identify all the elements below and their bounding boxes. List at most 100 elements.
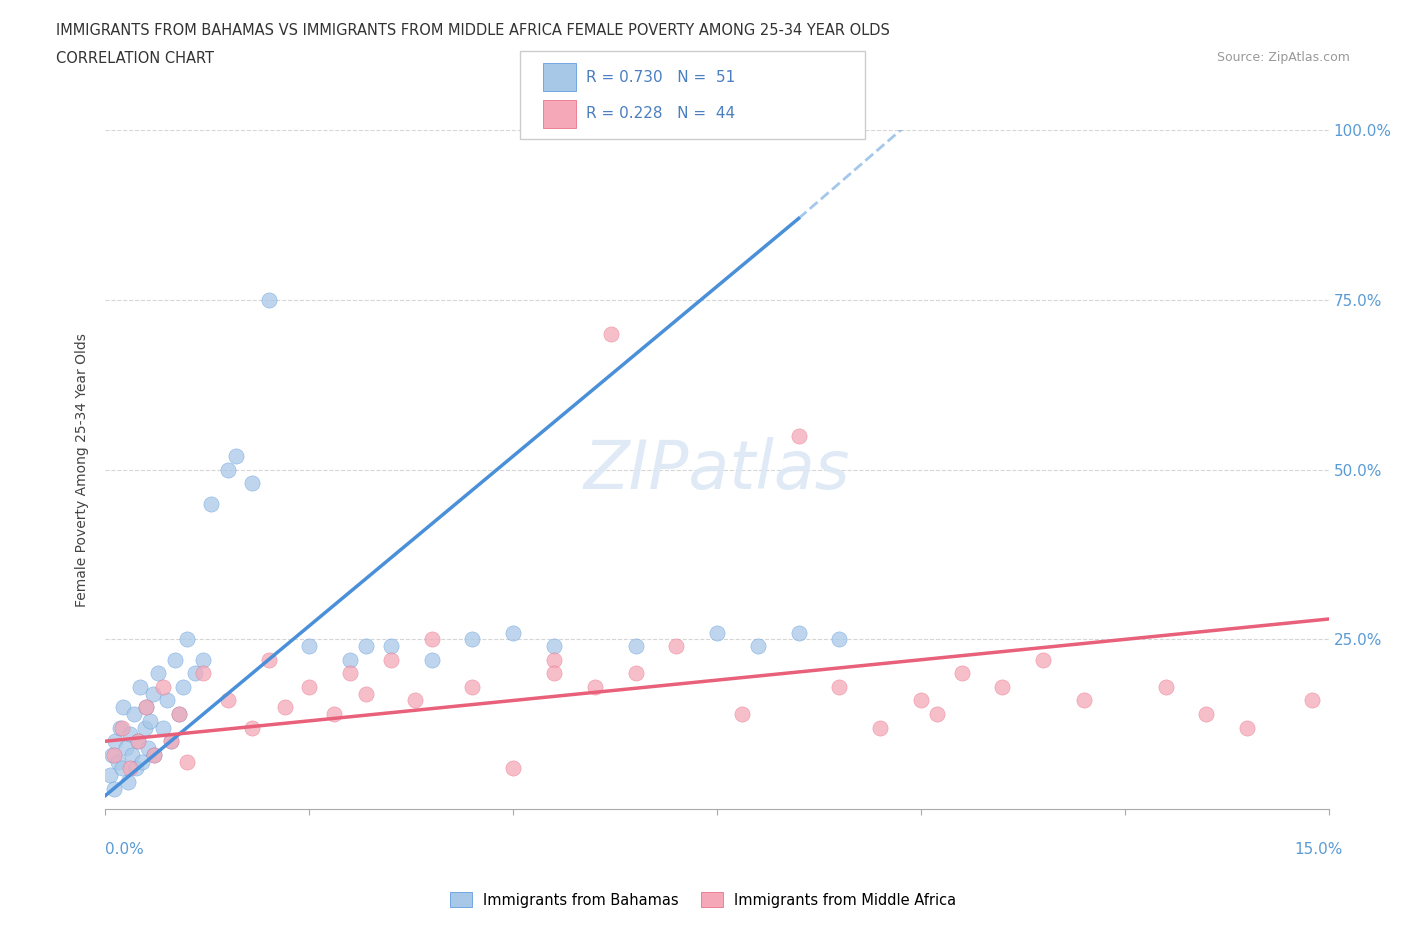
Point	[118, 761, 141, 776]
Text: CORRELATION CHART: CORRELATION CHART	[56, 51, 214, 66]
Point	[184, 666, 207, 681]
Text: R = 0.228   N =  44: R = 0.228 N = 44	[586, 106, 735, 121]
Point	[356, 639, 378, 654]
Point	[176, 632, 198, 647]
Point	[103, 748, 125, 763]
Point	[298, 680, 321, 695]
Point	[339, 666, 361, 681]
Point	[172, 680, 194, 695]
Point	[420, 652, 443, 667]
Point	[176, 754, 198, 769]
Point	[502, 625, 524, 640]
Point	[356, 686, 378, 701]
Text: 0.0%: 0.0%	[105, 842, 145, 857]
Point	[1073, 693, 1095, 708]
Point	[1301, 693, 1323, 708]
Point	[115, 740, 138, 755]
Point	[135, 699, 157, 714]
Point	[665, 639, 688, 654]
Text: ZIPatlas: ZIPatlas	[583, 437, 851, 502]
Point	[148, 666, 170, 681]
Point	[155, 693, 177, 708]
Point	[910, 693, 932, 708]
Text: Source: ZipAtlas.com: Source: ZipAtlas.com	[1216, 51, 1350, 64]
Point	[624, 666, 647, 681]
Point	[217, 462, 239, 477]
Point	[543, 639, 565, 654]
Point	[112, 699, 135, 714]
Point	[121, 748, 143, 763]
Point	[98, 768, 121, 783]
Point	[1032, 652, 1054, 667]
Point	[163, 652, 186, 667]
Point	[136, 740, 159, 755]
Point	[101, 748, 124, 763]
Point	[167, 707, 190, 722]
Point	[869, 720, 891, 735]
Point	[624, 639, 647, 654]
Text: R = 0.730   N =  51: R = 0.730 N = 51	[586, 70, 735, 85]
Point	[135, 699, 157, 714]
Text: IMMIGRANTS FROM BAHAMAS VS IMMIGRANTS FROM MIDDLE AFRICA FEMALE POVERTY AMONG 25: IMMIGRANTS FROM BAHAMAS VS IMMIGRANTS FR…	[56, 23, 890, 38]
Point	[240, 476, 263, 491]
Point	[380, 652, 402, 667]
Point	[111, 720, 134, 735]
Point	[159, 734, 181, 749]
Point	[117, 775, 139, 790]
Point	[240, 720, 263, 735]
Point	[828, 680, 851, 695]
Point	[583, 680, 606, 695]
Point	[128, 680, 150, 695]
Point	[787, 625, 810, 640]
Point	[339, 652, 361, 667]
Point	[747, 639, 769, 654]
Point	[152, 680, 174, 695]
Point	[787, 428, 810, 443]
Point	[706, 625, 728, 640]
Point	[118, 727, 141, 742]
Point	[322, 707, 344, 722]
Point	[134, 720, 156, 735]
Legend: Immigrants from Bahamas, Immigrants from Middle Africa: Immigrants from Bahamas, Immigrants from…	[444, 886, 962, 913]
Point	[502, 761, 524, 776]
Point	[828, 632, 851, 647]
Point	[193, 666, 215, 681]
Point	[193, 652, 215, 667]
Point	[420, 632, 443, 647]
Y-axis label: Female Poverty Among 25-34 Year Olds: Female Poverty Among 25-34 Year Olds	[76, 333, 90, 606]
Point	[131, 754, 153, 769]
Point	[139, 713, 162, 728]
Point	[730, 707, 752, 722]
Point	[217, 693, 239, 708]
Point	[950, 666, 973, 681]
Point	[143, 748, 166, 763]
Point	[111, 761, 134, 776]
Point	[927, 707, 949, 722]
Point	[380, 639, 402, 654]
Point	[543, 666, 565, 681]
Text: 15.0%: 15.0%	[1295, 842, 1343, 857]
Point	[600, 326, 623, 341]
Point	[127, 734, 149, 749]
Point	[1236, 720, 1258, 735]
Point	[274, 699, 297, 714]
Point	[404, 693, 426, 708]
Point	[143, 748, 166, 763]
Point	[1195, 707, 1218, 722]
Point	[167, 707, 190, 722]
Point	[257, 652, 280, 667]
Point	[543, 652, 565, 667]
Point	[108, 720, 131, 735]
Point	[122, 707, 145, 722]
Point	[461, 680, 484, 695]
Point	[1154, 680, 1177, 695]
Point	[125, 761, 148, 776]
Point	[103, 781, 125, 796]
Point	[461, 632, 484, 647]
Point	[152, 720, 174, 735]
Point	[200, 497, 222, 512]
Point	[225, 448, 247, 463]
Point	[107, 754, 129, 769]
Point	[298, 639, 321, 654]
Point	[127, 734, 149, 749]
